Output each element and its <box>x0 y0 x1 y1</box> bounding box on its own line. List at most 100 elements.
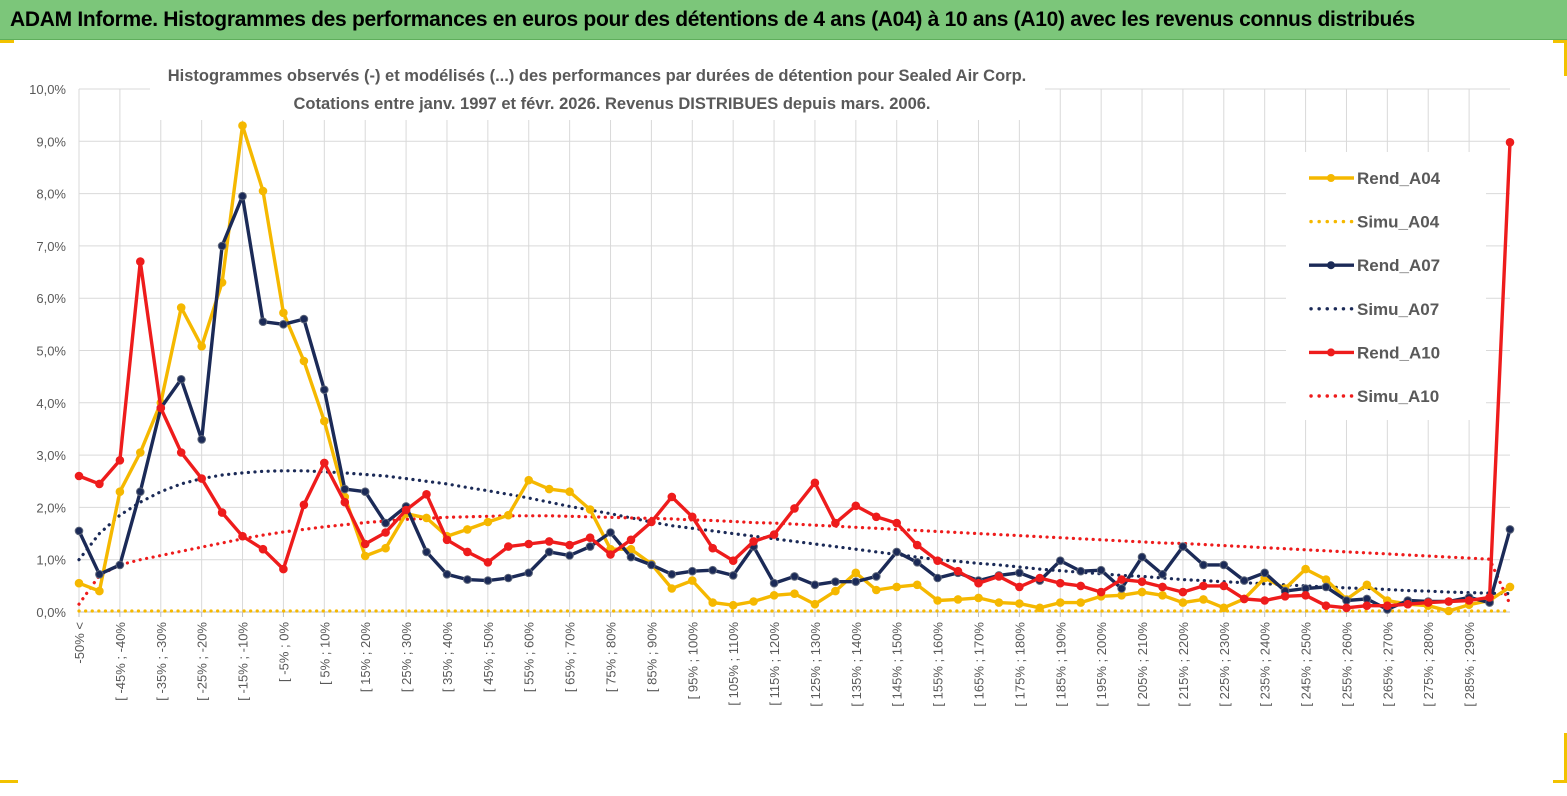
x-tick-label: [ 15% ; 20% <box>358 622 373 693</box>
x-axis-ticks: -50% < [ -45% ; -40% [ -35% ; -30% [ -25% ;… <box>72 622 1477 707</box>
data-point-rend-a10 <box>95 479 104 489</box>
data-point-rend-a04 <box>279 308 288 318</box>
data-point-rend-a04 <box>1076 598 1085 607</box>
data-point-rend-a04 <box>1199 595 1208 604</box>
series-lines <box>74 121 1515 616</box>
legend-label-rend-a07: Rend_A07 <box>1357 256 1440 275</box>
data-point-rend-a10 <box>238 531 247 541</box>
data-point-rend-a07 <box>258 317 268 327</box>
y-tick-label: 9,0% <box>36 134 66 149</box>
x-tick-label: [ 275% ; 280% <box>1421 622 1436 707</box>
data-point-rend-a10 <box>381 528 390 537</box>
data-point-rend-a07 <box>320 385 329 395</box>
x-tick-label: [ 285% ; 290% <box>1462 622 1477 707</box>
data-point-rend-a07 <box>626 552 636 562</box>
data-point-rend-a04 <box>1158 591 1167 600</box>
data-point-rend-a04 <box>912 580 922 590</box>
data-point-rend-a07 <box>422 547 431 557</box>
data-point-rend-a10 <box>892 518 902 528</box>
x-tick-label: [ 145% ; 150% <box>890 622 905 707</box>
data-point-rend-a10 <box>1321 601 1331 611</box>
data-point-rend-a10 <box>831 518 840 528</box>
y-tick-label: 4,0% <box>36 396 66 411</box>
data-point-rend-a04 <box>1137 587 1147 597</box>
data-point-rend-a04 <box>238 121 247 130</box>
data-point-rend-a04 <box>381 543 390 553</box>
y-tick-label: 3,0% <box>36 448 66 463</box>
data-point-rend-a07 <box>381 518 390 528</box>
series-line-simu-a10 <box>77 514 1512 606</box>
x-tick-label: [ 235% ; 240% <box>1258 622 1273 707</box>
chart-frame: 0,0% 1,0% 2,0% 3,0% 4,0% 5,0% 6,0% 7,0% 8,0% 9,0%… <box>0 40 1567 791</box>
x-tick-label: [ 35% ; 40% <box>440 622 455 693</box>
data-point-rend-a07 <box>442 570 452 579</box>
data-point-rend-a10 <box>1158 582 1167 592</box>
data-point-rend-a07 <box>912 558 922 567</box>
data-point-rend-a04 <box>1219 603 1229 613</box>
corner-mark-top-left <box>0 40 14 43</box>
data-point-rend-a07 <box>1015 568 1024 578</box>
data-point-rend-a10 <box>667 492 677 502</box>
data-point-rend-a07 <box>933 573 942 583</box>
x-tick-label: [ 45% ; 50% <box>481 622 496 693</box>
data-point-rend-a07 <box>606 528 615 537</box>
data-point-rend-a04 <box>667 584 677 593</box>
data-point-rend-a04 <box>115 487 125 497</box>
data-point-rend-a10 <box>1260 596 1269 605</box>
data-point-rend-a10 <box>1505 138 1515 147</box>
data-point-rend-a07 <box>1158 570 1167 579</box>
x-tick-label: [ 105% ; 110% <box>726 622 741 706</box>
data-point-rend-a04 <box>728 600 738 610</box>
data-point-rend-a04 <box>422 513 431 523</box>
data-point-rend-a07 <box>1239 576 1249 585</box>
data-point-rend-a10 <box>1342 603 1351 613</box>
data-point-rend-a10 <box>708 543 718 553</box>
data-point-rend-a04 <box>95 586 104 596</box>
data-point-rend-a10 <box>340 497 350 507</box>
data-point-rend-a07 <box>1076 566 1085 576</box>
data-point-rend-a07 <box>831 577 840 587</box>
data-point-rend-a10 <box>1403 599 1413 609</box>
data-point-rend-a07 <box>688 566 697 576</box>
data-point-rend-a10 <box>1485 593 1494 602</box>
y-tick-label: 0,0% <box>36 605 66 620</box>
data-point-rend-a10 <box>422 490 431 499</box>
data-point-rend-a04 <box>74 578 84 588</box>
data-point-rend-a07 <box>667 570 677 579</box>
data-point-rend-a10 <box>217 508 227 517</box>
data-point-rend-a10 <box>1035 573 1045 583</box>
data-point-rend-a07 <box>279 320 288 329</box>
data-point-rend-a04 <box>790 589 799 599</box>
data-point-rend-a10 <box>1239 594 1249 604</box>
legend-marker-rend-a10 <box>1327 348 1335 357</box>
data-point-rend-a10 <box>360 539 370 549</box>
page-title: ADAM Informe. Histogrammes des performan… <box>10 7 1415 31</box>
data-point-rend-a07 <box>504 573 513 583</box>
x-tick-label: [ -45% ; -40% <box>113 622 128 701</box>
data-point-rend-a07 <box>892 547 902 557</box>
x-tick-label: [ -15% ; -10% <box>236 622 251 701</box>
y-tick-label: 7,0% <box>36 239 66 254</box>
data-point-rend-a04 <box>1321 575 1331 584</box>
data-point-rend-a04 <box>1035 603 1045 613</box>
data-point-rend-a07 <box>544 547 554 557</box>
data-point-rend-a04 <box>1015 599 1024 608</box>
x-tick-label: [ 115% ; 120% <box>767 622 782 706</box>
data-point-rend-a07 <box>1321 582 1331 592</box>
data-point-rend-a07 <box>1096 565 1106 575</box>
data-point-rend-a10 <box>953 566 963 576</box>
data-point-rend-a04 <box>176 303 186 312</box>
data-point-rend-a04 <box>994 598 1004 607</box>
performance-histogram-chart: 0,0% 1,0% 2,0% 3,0% 4,0% 5,0% 6,0% 7,0% 8,0% 9,0%… <box>29 60 1515 707</box>
x-tick-label: [ 55% ; 60% <box>522 622 537 693</box>
legend-label-rend-a10: Rend_A10 <box>1357 343 1440 362</box>
data-point-rend-a10 <box>933 556 942 566</box>
data-point-rend-a10 <box>728 556 738 566</box>
legend-label-simu-a10: Simu_A10 <box>1357 387 1439 406</box>
data-point-rend-a10 <box>688 512 697 522</box>
chart-subtitle: Cotations entre janv. 1997 et févr. 2026… <box>293 95 930 113</box>
data-point-rend-a10 <box>401 505 411 515</box>
data-point-rend-a07 <box>1219 560 1229 570</box>
x-tick-label: [ -25% ; -20% <box>195 622 210 701</box>
data-point-rend-a04 <box>872 585 881 595</box>
